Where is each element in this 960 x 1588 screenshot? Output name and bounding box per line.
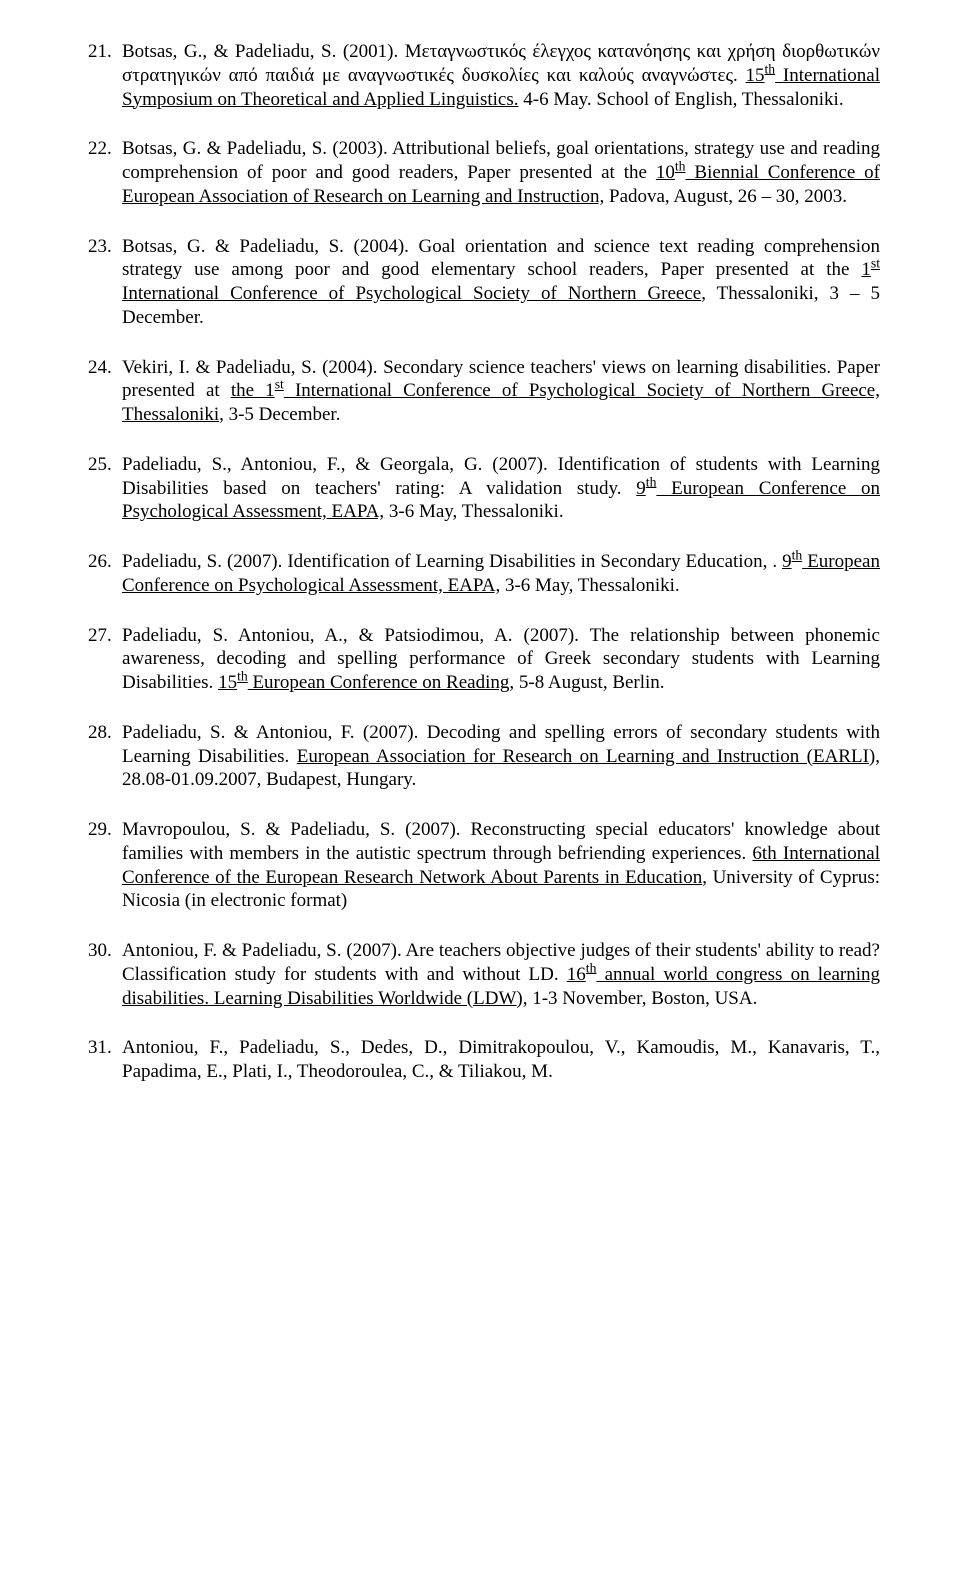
- reference-post: Padova, August, 26 – 30, 2003.: [604, 186, 847, 207]
- reference-entry: 31.Antoniou, F., Padeliadu, S., Dedes, D…: [88, 1036, 880, 1084]
- reference-underline: 9: [782, 551, 792, 572]
- reference-pre: Botsas, G. & Padeliadu, S. (2004). Goal …: [122, 236, 880, 281]
- reference-number: 27.: [88, 624, 122, 695]
- reference-text: Mavropoulou, S. & Padeliadu, S. (2007). …: [122, 818, 880, 913]
- reference-post: 3-6 May, Thessaloniki.: [384, 501, 563, 522]
- reference-post: 5-8 August, Berlin.: [514, 672, 664, 693]
- reference-entry: 29.Mavropoulou, S. & Padeliadu, S. (2007…: [88, 818, 880, 913]
- reference-pre: Padeliadu, S. (2007). Identification of …: [122, 551, 782, 572]
- reference-superscript: st: [275, 377, 284, 392]
- reference-number: 24.: [88, 356, 122, 427]
- reference-pre: Antoniou, F., Padeliadu, S., Dedes, D., …: [122, 1037, 880, 1082]
- reference-entry: 22.Botsas, G. & Padeliadu, S. (2003). At…: [88, 137, 880, 208]
- reference-entry: 25.Padeliadu, S., Antoniou, F., & Georga…: [88, 453, 880, 524]
- reference-superscript: th: [675, 159, 686, 174]
- reference-number: 29.: [88, 818, 122, 913]
- reference-number: 22.: [88, 137, 122, 208]
- reference-post: 28.08-01.09.2007, Budapest, Hungary.: [122, 769, 416, 790]
- reference-superscript: th: [237, 669, 248, 684]
- reference-number: 28.: [88, 721, 122, 792]
- reference-underline-tail: International Conference of Psychologica…: [122, 283, 701, 304]
- reference-text: Vekiri, I. & Padeliadu, S. (2004). Secon…: [122, 356, 880, 427]
- reference-list: 21.Botsas, G., & Padeliadu, S. (2001). Μ…: [88, 40, 880, 1084]
- reference-underline: European Association for Research on Lea…: [297, 746, 880, 767]
- reference-text: Padeliadu, S. (2007). Identification of …: [122, 550, 880, 598]
- reference-text: Antoniou, F., Padeliadu, S., Dedes, D., …: [122, 1036, 880, 1084]
- reference-text: Botsas, G., & Padeliadu, S. (2001). Μετα…: [122, 40, 880, 111]
- reference-text: Padeliadu, S. & Antoniou, F. (2007). Dec…: [122, 721, 880, 792]
- reference-underline: 15: [746, 65, 765, 86]
- reference-superscript: th: [765, 61, 776, 76]
- reference-superscript: th: [586, 960, 597, 975]
- reference-number: 25.: [88, 453, 122, 524]
- reference-text: Botsas, G. & Padeliadu, S. (2004). Goal …: [122, 235, 880, 330]
- reference-text: Padeliadu, S. Antoniou, A., & Patsiodimo…: [122, 624, 880, 695]
- reference-underline: 1: [861, 259, 871, 280]
- reference-superscript: th: [646, 474, 657, 489]
- reference-text: Padeliadu, S., Antoniou, F., & Georgala,…: [122, 453, 880, 524]
- reference-post: 4-6 May. School of English, Thessaloniki…: [519, 89, 844, 110]
- reference-text: Antoniou, F. & Padeliadu, S. (2007). Are…: [122, 939, 880, 1010]
- reference-entry: 23.Botsas, G. & Padeliadu, S. (2004). Go…: [88, 235, 880, 330]
- reference-number: 23.: [88, 235, 122, 330]
- reference-post: 3-6 May, Thessaloniki.: [500, 575, 679, 596]
- reference-superscript: st: [871, 256, 880, 271]
- reference-underline: 9: [636, 478, 646, 499]
- reference-underline: 16: [567, 964, 586, 985]
- reference-number: 30.: [88, 939, 122, 1010]
- reference-underline: 15: [218, 672, 237, 693]
- reference-entry: 21.Botsas, G., & Padeliadu, S. (2001). Μ…: [88, 40, 880, 111]
- reference-post: 1-3 November, Boston, USA.: [527, 988, 757, 1009]
- reference-number: 21.: [88, 40, 122, 111]
- reference-underline: 10: [656, 162, 675, 183]
- reference-entry: 27.Padeliadu, S. Antoniou, A., & Patsiod…: [88, 624, 880, 695]
- reference-underline-tail: European Conference on Reading,: [248, 672, 514, 693]
- reference-superscript: th: [792, 548, 803, 563]
- reference-number: 26.: [88, 550, 122, 598]
- reference-entry: 28.Padeliadu, S. & Antoniou, F. (2007). …: [88, 721, 880, 792]
- reference-entry: 30.Antoniou, F. & Padeliadu, S. (2007). …: [88, 939, 880, 1010]
- reference-text: Botsas, G. & Padeliadu, S. (2003). Attri…: [122, 137, 880, 208]
- reference-underline: the 1: [231, 380, 275, 401]
- reference-number: 31.: [88, 1036, 122, 1084]
- reference-entry: 26.Padeliadu, S. (2007). Identification …: [88, 550, 880, 598]
- reference-post: , 3-5 December.: [219, 404, 340, 425]
- reference-entry: 24.Vekiri, I. & Padeliadu, S. (2004). Se…: [88, 356, 880, 427]
